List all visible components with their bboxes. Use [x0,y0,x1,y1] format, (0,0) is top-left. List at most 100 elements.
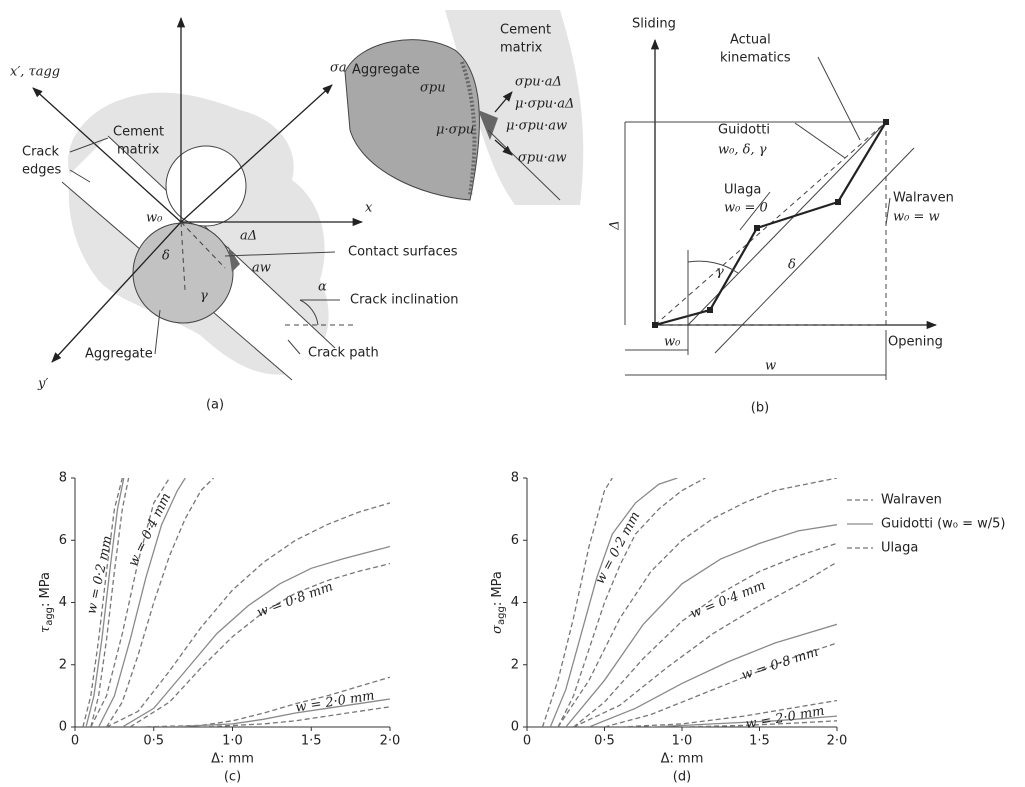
label: w₀ = w [893,210,940,225]
label: δ [788,258,796,273]
y-label-unit: : MPa [490,571,505,606]
curve-label: w = 0·2 mm [593,509,644,586]
label: Aggregate [85,347,153,362]
label: Cement [500,23,551,38]
y-tick-label: 2 [59,657,67,672]
curve-label: w = 0·4 mm [126,491,174,569]
label: Guidotti [718,123,770,138]
x-tick-label: 0·5 [594,734,615,749]
label: Cement [113,125,164,140]
leader [818,57,860,140]
label: w₀, δ, γ [718,143,767,158]
caption: (d) [673,770,691,785]
y-tick-label: 6 [511,533,519,548]
label: μ·σpu·aw [506,119,567,134]
label: μ·σpu [436,123,474,138]
chart: 0 0·5 1·0 1·5 2·0 0 2 4 6 8 Δ: mm (c) τagg: MPa w = 0… [38,471,401,785]
y-axis-label: τagg: MPa [38,572,56,633]
y-tick-label: 8 [59,471,67,486]
label: μ·σpu·aΔ [515,97,574,112]
x-tick-label: 2·0 [827,734,848,749]
x-tick-label: 0·5 [143,734,164,749]
curve-label: w = 2·0 mm [744,704,825,733]
label: x [365,201,373,216]
label: γ [716,265,724,280]
label: x′, τagg [10,65,60,80]
label: γ [200,289,208,304]
label: Opening [888,335,943,350]
label: edges [22,163,62,178]
caption: (a) [206,398,224,413]
label: Sliding [632,17,676,32]
legend-label: Guidotti (w₀ = w/5) [881,517,1006,532]
label: w₀ = 0 [724,201,768,216]
leader [795,123,845,158]
label: w [765,359,776,374]
label: matrix [117,143,160,158]
x-axis-label: Δ: mm [211,752,254,767]
label: aw [252,261,271,276]
figure: x′, τagg σagg Cement matrix Crack edges … [0,0,1025,787]
x-tick-label: 1·5 [749,734,770,749]
curve-label: w = 0·2 mm [84,534,115,615]
x-tick-label: 1·0 [672,734,693,749]
curve [99,478,186,727]
y-tick-label: 0 [511,720,519,735]
y-label-sub: agg [496,606,507,625]
diagram-a: x′, τagg σagg Cement matrix Crack edges … [10,10,583,413]
y-tick-label: 2 [511,657,519,672]
curve-label: w = 0·8 mm [255,579,335,620]
label: Aggregate [352,63,420,78]
label: y′ [37,377,48,392]
x-tick-label: 2·0 [380,734,401,749]
curve [574,562,838,727]
label: Ulaga [724,183,761,198]
curve [550,478,677,727]
y-tick-label: 6 [59,533,67,548]
curve-label: w = 0·4 mm [688,578,768,622]
legend-label: Ulaga [881,541,918,556]
y-tick-label: 4 [59,595,67,610]
chart: 0 0·5 1·0 1·5 2·0 0 2 4 6 8 Δ: mm (d) σagg: MPa w = 0… [490,471,1006,785]
leader [886,198,890,225]
caption: (c) [224,770,241,785]
curve-label: w = 0·8 mm [740,645,820,684]
label: Δ [608,220,623,230]
y-tick-label: 4 [511,595,519,610]
caption: (b) [751,401,769,416]
y-axis-label: σagg: MPa [490,571,508,634]
diagram-b: Sliding Actual kinematics Guidotti w₀, δ… [608,17,954,416]
label: w₀ [664,335,681,350]
label: σpu·aw [518,151,567,166]
y-label-unit: : MPa [38,572,53,607]
label: Walraven [893,191,954,206]
curve-label: w = 2·0 mm [294,688,375,715]
x-axis-label: Δ: mm [661,752,704,767]
legend-label: Walraven [881,493,942,508]
y-label-sub: agg [44,607,55,626]
y-tick-label: 0 [59,720,67,735]
x-tick-label: 1·5 [301,734,322,749]
label: Crack [22,145,60,160]
label: matrix [500,41,543,56]
x-tick-label: 0 [71,734,79,749]
y-tick-label: 8 [511,471,519,486]
label: α [318,280,327,295]
x-tick-label: 1·0 [222,734,243,749]
label: Actual [730,33,771,48]
leader [155,310,160,354]
curve [558,478,837,727]
aggregate-particle [133,223,233,323]
label: σpu [420,81,446,96]
label: σpu·aΔ [515,75,562,90]
label: Crack path [308,346,379,361]
label: δ [162,249,170,264]
label: kinematics [720,51,791,66]
label: aΔ [240,229,257,244]
curve [543,478,613,727]
hole [166,146,246,226]
label: w₀ [146,211,163,226]
angle-arc [688,261,738,273]
x-tick-label: 0 [523,734,531,749]
label: Contact surfaces [348,245,458,260]
